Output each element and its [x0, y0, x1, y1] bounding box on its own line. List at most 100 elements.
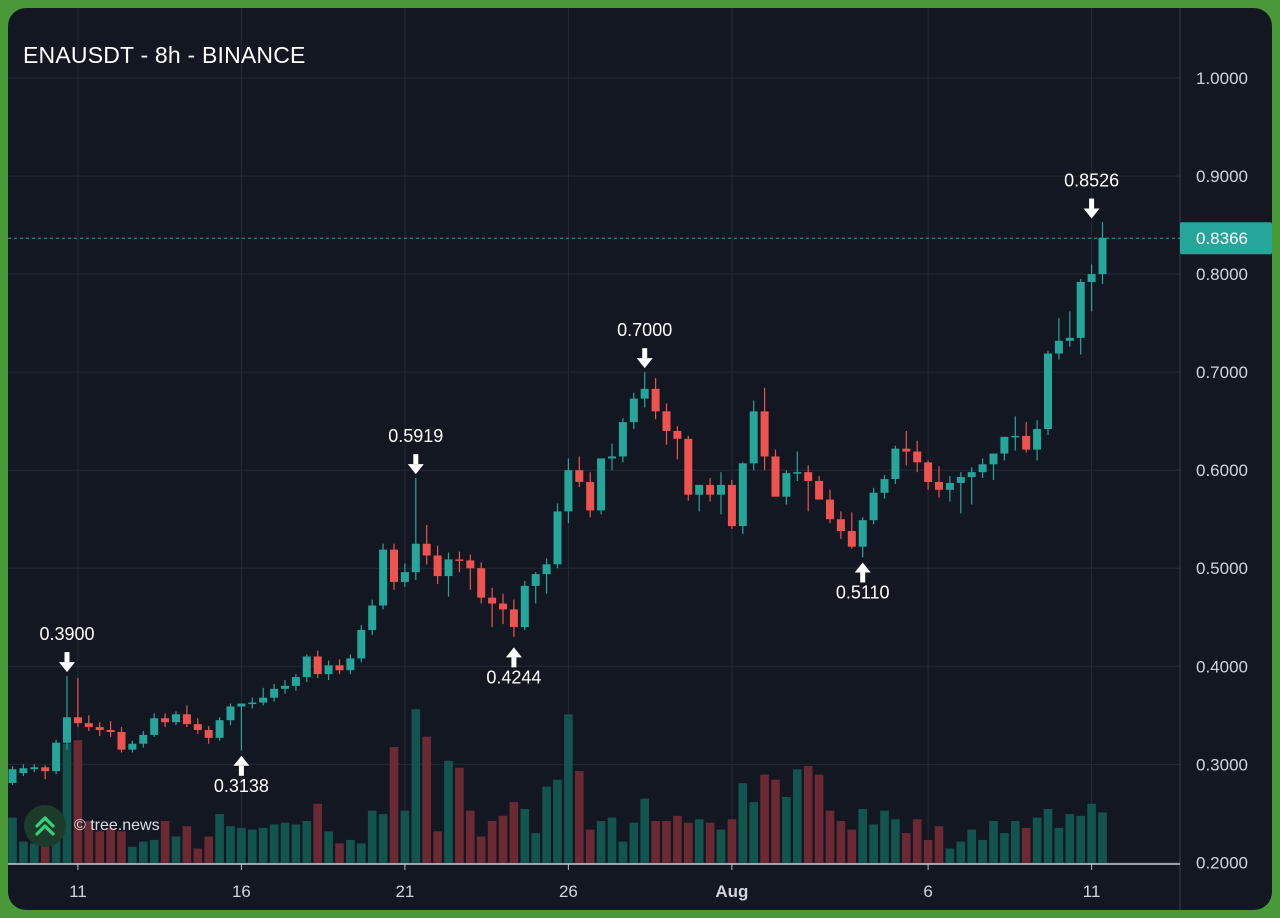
candle-body[interactable]	[302, 656, 311, 678]
candle-body[interactable]	[248, 702, 257, 705]
candle-body[interactable]	[608, 456, 616, 459]
candle-body[interactable]	[400, 572, 409, 582]
candle-body[interactable]	[956, 477, 965, 483]
candle-body[interactable]	[466, 560, 475, 569]
candle-body[interactable]	[542, 564, 551, 575]
candle-body[interactable]	[520, 585, 529, 628]
candle-body[interactable]	[8, 769, 17, 783]
candle-body[interactable]	[422, 543, 431, 556]
candle-body[interactable]	[390, 549, 398, 582]
candle-body[interactable]	[793, 472, 802, 474]
candle-body[interactable]	[935, 481, 943, 490]
candle-body[interactable]	[19, 768, 28, 774]
candle-body[interactable]	[1087, 274, 1096, 282]
candle-body[interactable]	[499, 603, 507, 610]
candle-body[interactable]	[836, 519, 845, 531]
candle-body[interactable]	[172, 714, 180, 723]
candle-body[interactable]	[586, 481, 595, 511]
candle-body[interactable]	[281, 685, 289, 689]
candle-body[interactable]	[270, 688, 279, 698]
candle-body[interactable]	[804, 472, 813, 481]
candle-body[interactable]	[749, 411, 758, 464]
candle-body[interactable]	[989, 453, 998, 465]
candle-body[interactable]	[509, 609, 518, 628]
candle-body[interactable]	[291, 677, 300, 686]
candle-body[interactable]	[117, 731, 126, 750]
candle-body[interactable]	[150, 718, 159, 735]
candle-body[interactable]	[455, 559, 464, 561]
candle-body[interactable]	[161, 718, 170, 723]
candle-body[interactable]	[629, 398, 638, 423]
candle-body[interactable]	[618, 422, 627, 457]
candle-body[interactable]	[193, 724, 202, 731]
candle-body[interactable]	[967, 472, 976, 478]
candle-body[interactable]	[880, 479, 889, 493]
candle-body[interactable]	[1000, 436, 1009, 454]
candle-body[interactable]	[204, 730, 213, 738]
candle-body[interactable]	[63, 717, 71, 743]
candle-body[interactable]	[771, 456, 780, 497]
candle-body[interactable]	[368, 605, 377, 631]
candle-body[interactable]	[106, 730, 115, 732]
candle-body[interactable]	[1011, 435, 1020, 438]
candle-body[interactable]	[782, 473, 791, 497]
candle-body[interactable]	[1076, 281, 1085, 338]
candle-body[interactable]	[95, 727, 104, 731]
candle-body[interactable]	[139, 734, 148, 744]
candle-body[interactable]	[215, 720, 224, 738]
candle-body[interactable]	[357, 630, 366, 659]
candle-body[interactable]	[738, 463, 747, 527]
candle-body[interactable]	[760, 411, 769, 457]
candle-body[interactable]	[651, 388, 660, 412]
candle-body[interactable]	[858, 520, 867, 547]
candle-body[interactable]	[237, 703, 246, 707]
candle-body[interactable]	[564, 470, 573, 512]
candle-body[interactable]	[847, 530, 856, 547]
candle-body[interactable]	[30, 767, 39, 770]
candle-body[interactable]	[945, 482, 954, 490]
candle-body[interactable]	[575, 470, 584, 482]
candle-body[interactable]	[902, 448, 911, 452]
candle-body[interactable]	[717, 484, 725, 495]
candle-body[interactable]	[727, 484, 736, 527]
candle-body[interactable]	[1022, 435, 1031, 450]
candle-body[interactable]	[913, 451, 922, 463]
candle-body[interactable]	[84, 723, 93, 728]
candle-body[interactable]	[444, 559, 453, 577]
candle-body[interactable]	[706, 484, 715, 495]
candle-body[interactable]	[433, 555, 442, 577]
candle-body[interactable]	[346, 658, 355, 671]
candle-body[interactable]	[1033, 429, 1042, 450]
candle-body[interactable]	[1054, 340, 1063, 354]
candle-body[interactable]	[41, 767, 50, 772]
candle-body[interactable]	[891, 448, 900, 480]
candle-body[interactable]	[335, 665, 344, 671]
candle-body[interactable]	[597, 458, 606, 511]
candle-body[interactable]	[226, 706, 235, 721]
candle-body[interactable]	[815, 480, 824, 500]
candle-body[interactable]	[1065, 337, 1074, 341]
candle-body[interactable]	[1044, 353, 1052, 430]
candle-body[interactable]	[182, 714, 191, 725]
candle-body[interactable]	[477, 568, 486, 598]
candle-body[interactable]	[924, 462, 933, 482]
candle-body[interactable]	[695, 484, 704, 495]
candle-body[interactable]	[324, 665, 333, 675]
candle-body[interactable]	[411, 543, 420, 573]
candle-body[interactable]	[684, 438, 693, 495]
candle-body[interactable]	[662, 411, 671, 431]
candle-body[interactable]	[259, 697, 268, 703]
candle-body[interactable]	[553, 511, 562, 565]
candle-body[interactable]	[73, 717, 82, 724]
candle-body[interactable]	[531, 574, 540, 586]
candle-body[interactable]	[52, 742, 61, 772]
candlestick-chart[interactable]: 1.0000 0.9000 0.8000 0.7000 0.6000 0.5000 0.40…	[8, 8, 1272, 910]
candle-body[interactable]	[673, 430, 682, 439]
candle-body[interactable]	[379, 549, 388, 606]
candle-body[interactable]	[869, 492, 878, 521]
candle-body[interactable]	[128, 743, 137, 750]
candle-body[interactable]	[1098, 237, 1107, 275]
candle-body[interactable]	[640, 388, 649, 399]
candle-body[interactable]	[826, 499, 834, 520]
candle-body[interactable]	[488, 597, 497, 604]
